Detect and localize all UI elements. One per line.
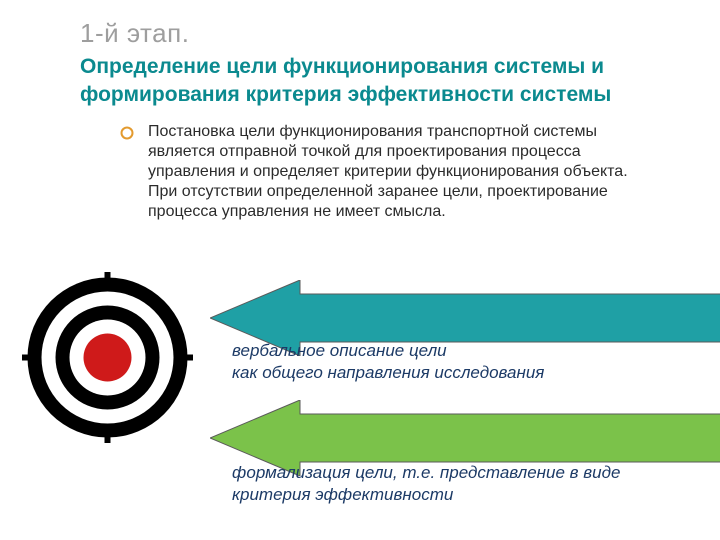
body-text: Постановка цели функционирования транспо… [148, 122, 660, 222]
title-block: 1-й этап. Определение цели функционирова… [80, 18, 660, 110]
slide: 1-й этап. Определение цели функционирова… [0, 0, 720, 540]
caption-verbal: вербальное описание целикак общего напра… [232, 340, 672, 384]
target-icon [20, 270, 195, 445]
body-block: Постановка цели функционирования транспо… [80, 122, 660, 222]
bullet-row: Постановка цели функционирования транспо… [120, 122, 660, 222]
title-prefix: 1-й этап. [80, 18, 660, 49]
lower-region: вербальное описание целикак общего напра… [0, 270, 720, 540]
bullet-marker-icon [120, 126, 134, 140]
caption-formal: формализация цели, т.е. представление в … [232, 462, 632, 506]
title-main: Определение цели функционирования систем… [80, 53, 660, 110]
